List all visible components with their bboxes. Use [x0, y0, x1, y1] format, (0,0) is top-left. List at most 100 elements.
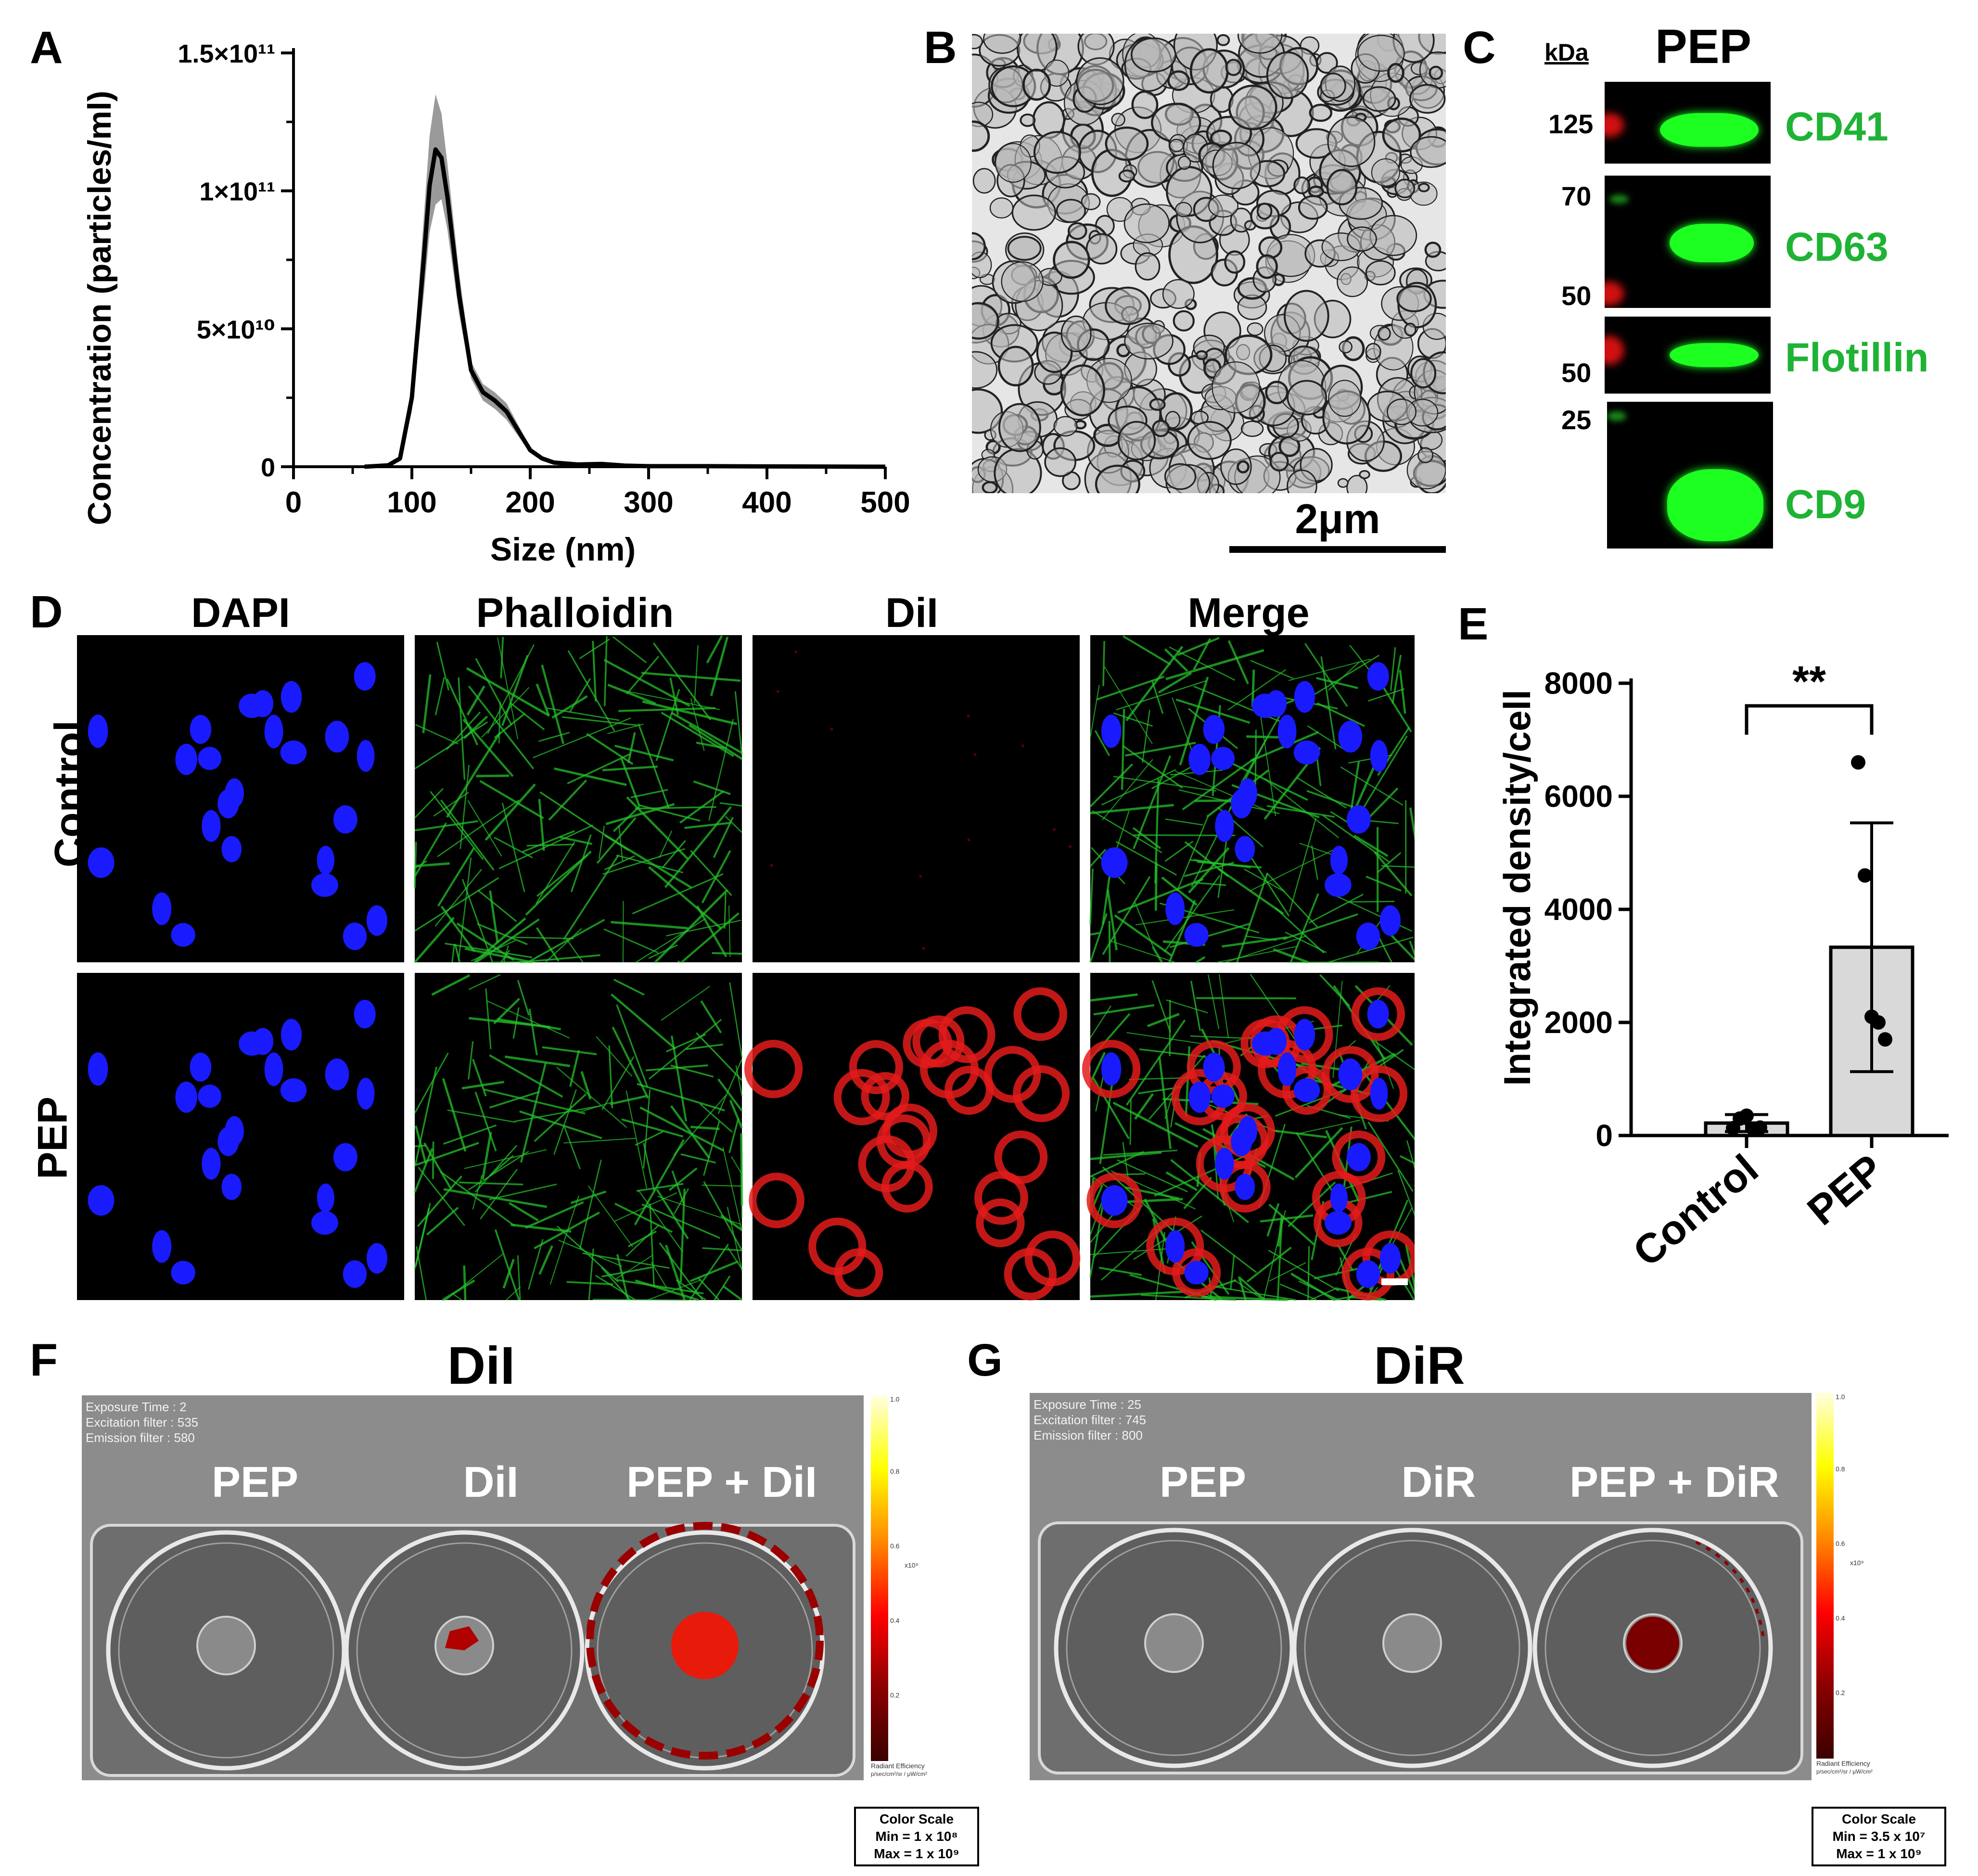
actin-fiber	[1399, 670, 1406, 714]
actin-fiber	[472, 1059, 487, 1097]
actin-fiber	[1233, 1279, 1264, 1301]
actin-fiber	[436, 641, 449, 690]
actin-fiber	[1380, 683, 1412, 733]
nucleus	[202, 1148, 221, 1180]
actin-fiber	[414, 877, 499, 932]
actin-fiber	[1310, 1289, 1335, 1301]
dil-background-speck	[830, 727, 833, 731]
actin-fiber	[1094, 730, 1110, 756]
micro-tile-dii-pep	[744, 973, 1081, 1301]
tem-vesicle	[972, 34, 983, 50]
nucleus	[1188, 743, 1211, 775]
dil-signal	[976, 1198, 1025, 1248]
nucleus	[1367, 999, 1389, 1029]
dil-signal	[833, 1069, 890, 1125]
tem-vesicle	[1387, 398, 1417, 425]
actin-fiber	[563, 854, 620, 940]
actin-fiber	[582, 1252, 670, 1269]
actin-fiber	[630, 789, 668, 799]
actin-fiber	[437, 799, 520, 857]
ivis-dir-tick-08: 0.8	[1836, 1465, 1845, 1473]
tem-vesicle	[1362, 86, 1396, 112]
tem-vesicle	[972, 168, 996, 194]
nucleus	[354, 999, 376, 1029]
actin-fiber	[528, 1008, 538, 1056]
uptake-category-label: Control	[1624, 1146, 1767, 1276]
uptake-data-point	[1871, 1015, 1886, 1030]
wb-marker-50a: 50	[1561, 281, 1592, 311]
actin-fiber	[656, 1189, 689, 1239]
uptake-bar-chart: Integrated density/cell 0 2000 4000 6000 800…	[1496, 658, 1949, 1276]
actin-fiber	[1276, 1220, 1283, 1301]
actin-fiber	[1254, 729, 1257, 785]
tem-vesicle	[1081, 193, 1101, 210]
actin-fiber	[623, 690, 720, 710]
tem-vesicle	[1326, 169, 1358, 205]
uptake-data-point	[1858, 868, 1872, 883]
actin-fiber	[1377, 852, 1402, 873]
actin-fiber	[542, 1046, 597, 1056]
actin-fiber	[670, 1105, 711, 1159]
nucleus	[88, 847, 115, 878]
actin-fiber	[569, 1050, 580, 1087]
actin-fiber	[1340, 766, 1404, 806]
actin-fiber	[1381, 865, 1415, 868]
nucleus	[152, 1230, 172, 1263]
actin-fiber	[1193, 638, 1212, 670]
actin-fiber	[1282, 913, 1358, 940]
ivis-dil-well3-label: PEP + DiI	[626, 1458, 817, 1506]
actin-fiber	[1090, 804, 1174, 815]
nucleus	[171, 923, 195, 947]
actin-fiber	[638, 1189, 683, 1252]
tem-vesicle	[1418, 182, 1430, 192]
actin-fiber	[1165, 649, 1264, 680]
actin-fiber	[1227, 669, 1287, 711]
actin-fiber	[616, 855, 684, 874]
micro-tile-dii-control	[753, 635, 1080, 962]
actin-fiber	[1147, 1013, 1180, 1027]
nucleus	[1277, 1052, 1297, 1086]
uptake-data-point	[1739, 1108, 1754, 1123]
ivis-dir-title: DiR	[1374, 1336, 1465, 1395]
nucleus	[198, 747, 222, 770]
actin-fiber	[1169, 646, 1236, 681]
actin-fiber	[440, 799, 495, 871]
actin-fiber	[1090, 932, 1100, 936]
ivis-dil-well1-label: PEP	[211, 1458, 299, 1506]
tem-vesicle	[1378, 326, 1391, 341]
tem-vesicle	[1256, 203, 1273, 220]
actin-fiber	[1170, 1159, 1250, 1224]
actin-fiber	[671, 712, 743, 754]
actin-fiber	[489, 1183, 557, 1200]
nucleus	[1165, 892, 1185, 925]
actin-fiber	[661, 712, 734, 757]
plate-well-inner	[1544, 1540, 1761, 1756]
tem-vesicle	[1266, 51, 1309, 99]
nucleus	[366, 1243, 388, 1274]
actin-fiber	[563, 1137, 637, 1144]
actin-fiber	[608, 1045, 613, 1109]
actin-fiber	[498, 824, 593, 869]
dil-signal	[944, 1066, 994, 1115]
tem-vesicle	[972, 232, 986, 260]
nucleus	[1294, 681, 1315, 713]
actin-fiber	[648, 944, 678, 959]
actin-fiber	[652, 642, 712, 721]
uptake-category-label: PEP	[1799, 1146, 1892, 1234]
actin-fiber	[459, 765, 470, 849]
ivis-dil-exposure: Exposure Time : 2	[86, 1400, 187, 1414]
actin-fiber	[485, 988, 492, 1049]
panel-label-f: F	[30, 1335, 58, 1386]
actin-fiber	[474, 1145, 518, 1193]
fluorescence-signal-strong	[671, 1612, 739, 1679]
tem-vesicle	[1287, 380, 1327, 416]
actin-fiber	[536, 841, 575, 904]
tem-vesicle	[1053, 241, 1090, 279]
actin-fiber	[474, 1092, 497, 1152]
nucleus	[1338, 1058, 1363, 1091]
actin-fiber	[414, 1066, 437, 1165]
actin-fiber	[459, 1181, 523, 1186]
micro-col-dil: DiI	[885, 590, 938, 636]
tem-vesicle	[1327, 116, 1376, 167]
uptake-y-axis-label: Integrated density/cell	[1496, 689, 1538, 1086]
